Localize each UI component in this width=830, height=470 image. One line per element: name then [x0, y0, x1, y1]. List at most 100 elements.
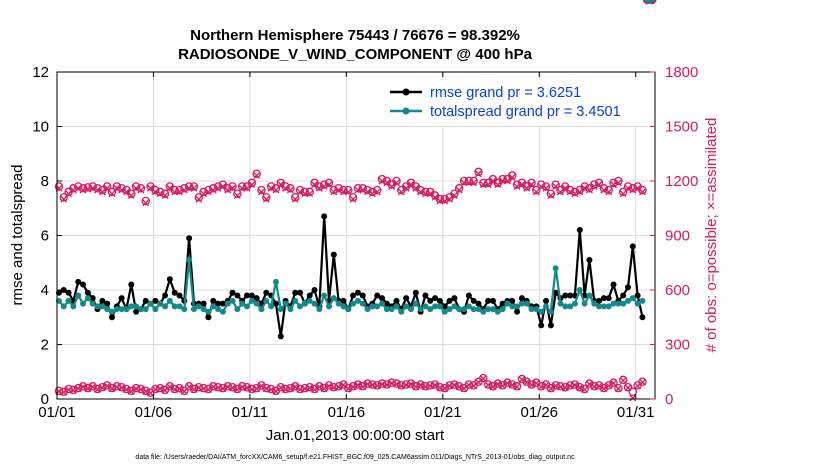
x-tick-label-5: 01/26 — [520, 404, 558, 421]
series-1-point — [480, 308, 487, 315]
series-1-point — [596, 303, 603, 310]
series-5-point — [407, 380, 415, 388]
series-0-point — [475, 300, 482, 307]
series-2-point — [604, 185, 613, 195]
series-3-point — [200, 190, 208, 198]
series-4-point — [88, 382, 97, 391]
series-0-point — [600, 295, 607, 302]
series-0-point — [99, 297, 106, 304]
series-0-point — [412, 289, 419, 296]
series-5-point — [311, 386, 318, 394]
series-5-point — [118, 384, 126, 392]
series-0-point — [576, 227, 583, 234]
series-5-point — [320, 385, 328, 393]
series-1-point — [147, 300, 154, 307]
series-2-point — [102, 182, 112, 191]
series-2-point — [570, 187, 580, 197]
series-5-point — [219, 385, 227, 393]
series-3-point — [98, 188, 106, 196]
series-0-point — [610, 281, 617, 288]
series-0-point — [118, 295, 125, 302]
series-5-point — [286, 385, 294, 393]
series-4-point — [78, 382, 88, 391]
series-0-point — [605, 295, 612, 302]
series-5-point — [272, 387, 280, 395]
series-3-point — [219, 182, 227, 190]
series-2-point — [329, 185, 339, 195]
series-1-point — [470, 306, 477, 313]
series-3-point — [176, 188, 183, 196]
series-4-point — [614, 383, 623, 393]
series-5-point — [344, 385, 352, 393]
series-0-point — [75, 278, 82, 285]
series-layer — [55, 0, 657, 402]
series-5-point — [229, 384, 237, 392]
series-4-point — [638, 377, 647, 386]
series-1-point — [190, 306, 197, 313]
series-0-point — [210, 297, 217, 304]
series-0-point — [253, 295, 260, 302]
series-1-point — [639, 297, 646, 304]
series-2-point — [609, 178, 618, 188]
series-5-point — [600, 385, 608, 393]
series-1-point — [210, 303, 217, 310]
series-2-point — [508, 171, 517, 180]
series-5-point — [528, 381, 536, 389]
series-3-point — [614, 179, 622, 187]
series-4-point — [585, 379, 594, 388]
series-0-point — [436, 297, 443, 304]
series-0-point — [80, 281, 87, 288]
series-3-point — [190, 184, 198, 192]
series-2-point — [527, 178, 536, 188]
series-3-point — [267, 184, 275, 192]
series-5-point — [166, 383, 174, 391]
series-1-point — [407, 306, 414, 313]
series-5-point — [619, 377, 627, 384]
series-5-point — [137, 386, 145, 394]
series-5-point — [431, 381, 439, 389]
series-1-point — [340, 303, 347, 310]
series-5-point — [503, 379, 511, 387]
series-1-point — [504, 300, 511, 307]
series-2-point — [131, 182, 141, 191]
series-1-point — [205, 308, 212, 315]
series-0-point — [272, 300, 279, 307]
series-1-point — [571, 300, 578, 307]
series-3-point — [561, 184, 569, 192]
series-2-point — [73, 182, 83, 191]
series-3-point — [204, 188, 212, 196]
series-1-point — [379, 300, 386, 307]
series-1-point — [171, 303, 178, 310]
series-5-point — [94, 386, 101, 394]
series-3-point — [552, 182, 560, 190]
x-tick-label-0: 01/01 — [38, 404, 76, 421]
series-3-point — [571, 190, 579, 198]
series-1-point — [403, 303, 410, 310]
series-3-point — [590, 182, 598, 190]
series-0-point — [215, 300, 222, 307]
series-0-point — [89, 295, 96, 302]
series-0-point — [427, 297, 434, 304]
series-5-point — [161, 387, 169, 394]
series-3-point — [272, 186, 280, 194]
series-0-point — [65, 289, 72, 296]
series-0-point — [441, 303, 448, 310]
series-0-point — [446, 297, 453, 304]
series-5-point — [629, 394, 637, 402]
series-3-point — [557, 188, 564, 196]
series-0-point — [248, 292, 255, 299]
series-3-point — [166, 184, 174, 192]
series-1-point — [137, 306, 144, 313]
series-1-point — [412, 300, 419, 307]
series-0-point — [330, 251, 337, 258]
series-1-point — [620, 300, 627, 307]
series-1-point — [509, 303, 516, 310]
footer-data-file: data file: /Users/raeder/DAI/ATM_forcXX/… — [135, 454, 575, 461]
series-2-point — [228, 182, 237, 191]
series-0-point — [133, 308, 140, 315]
series-3-point — [195, 195, 203, 203]
series-1-point — [253, 300, 260, 307]
y-tick-label-right-6: 1800 — [665, 64, 698, 81]
series-0-point — [596, 297, 603, 304]
series-2-point — [107, 187, 117, 197]
